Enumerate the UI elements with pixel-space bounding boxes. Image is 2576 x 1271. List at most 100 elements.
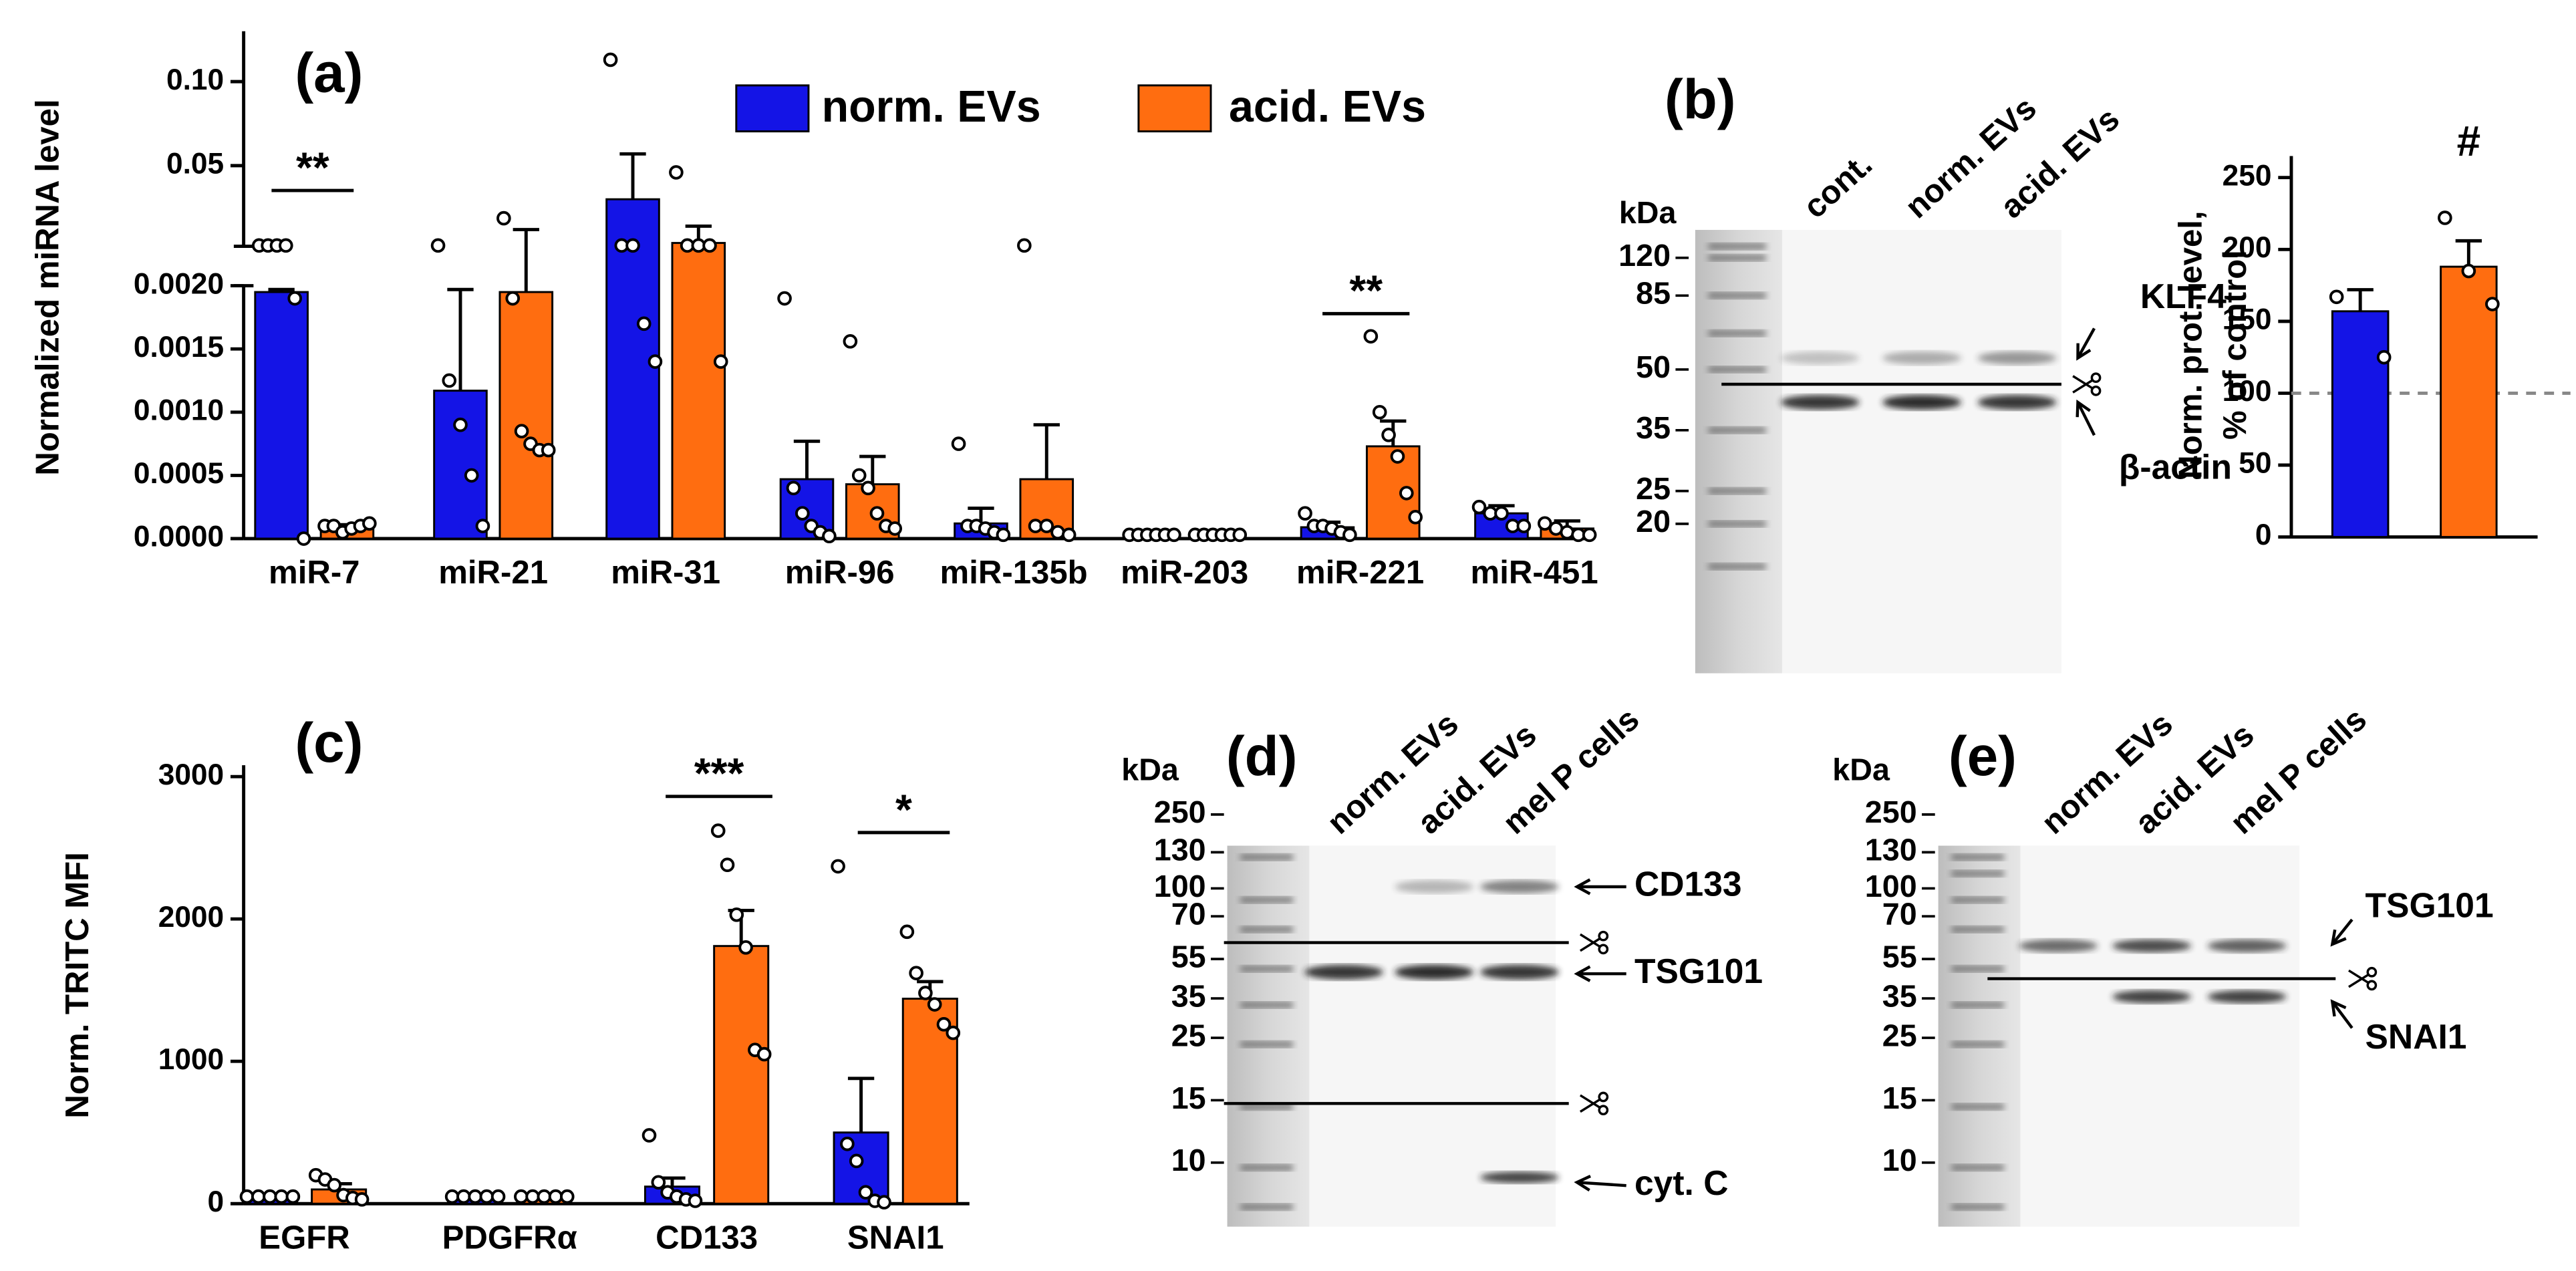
data-point <box>1516 519 1532 533</box>
protein-band <box>2112 990 2192 1004</box>
scissors-blade <box>2072 379 2094 394</box>
scissors-ring <box>2366 980 2378 991</box>
y-axis-label: % of control <box>2217 250 2253 440</box>
data-point <box>559 1189 575 1204</box>
data-point <box>1232 527 1248 543</box>
legend-label: norm. EVs <box>822 82 1041 132</box>
marker-label: 100 <box>1154 869 1206 903</box>
x-tick-label: miR-31 <box>611 555 720 591</box>
data-point <box>951 436 966 451</box>
data-point <box>1167 527 1181 543</box>
marker-label: 250 <box>1865 795 1917 829</box>
x-tick-label: miR-221 <box>1296 555 1424 591</box>
data-point <box>1381 428 1396 442</box>
panel-label: (a) <box>295 41 363 104</box>
bar <box>2440 265 2498 539</box>
data-point <box>490 1189 506 1204</box>
x-tick-label: SNAI1 <box>847 1220 944 1256</box>
data-point <box>887 521 903 536</box>
protein-band <box>2207 939 2287 953</box>
scissors-blade <box>1579 933 1601 948</box>
data-point <box>1342 527 1357 543</box>
blot-ladder-lane <box>1938 845 2021 1227</box>
protein-band <box>1480 880 1559 893</box>
arrow-shaft <box>2331 918 2353 946</box>
lane-label: cont. <box>1797 146 1879 226</box>
data-point <box>946 1025 961 1040</box>
ladder-band <box>1240 853 1293 861</box>
x-tick-label: miR-7 <box>269 555 360 591</box>
panel-label: (d) <box>1226 724 1298 787</box>
x-tick-label: EGFR <box>259 1220 349 1256</box>
error-bar <box>859 454 886 484</box>
marker-label: 50 <box>1636 349 1671 384</box>
data-point <box>239 1189 255 1204</box>
data-point <box>858 1185 873 1200</box>
scissors-ring <box>1598 1091 1609 1103</box>
data-point <box>688 1193 703 1208</box>
protein-band <box>1882 351 1962 365</box>
arrow-head <box>1574 1175 1591 1192</box>
data-point <box>909 966 923 980</box>
data-point <box>2329 289 2344 305</box>
significance-label: ** <box>1349 267 1383 315</box>
data-point <box>1538 516 1552 531</box>
y-tick-label: 0 <box>208 1185 225 1218</box>
data-point <box>713 354 728 369</box>
y-tick-label: 0.05 <box>166 148 224 180</box>
marker-label: 20 <box>1636 504 1671 539</box>
data-point <box>525 1189 540 1204</box>
legend-swatch <box>1137 84 1212 133</box>
arrow-head <box>1574 965 1591 982</box>
data-point <box>1363 329 1379 344</box>
error-bar <box>847 1077 875 1133</box>
blot-membrane <box>1782 230 2061 674</box>
protein-band <box>2112 939 2192 953</box>
scissors-blade <box>1579 937 1601 952</box>
x-tick-label: miR-96 <box>785 555 895 591</box>
target-label: SNAI1 <box>2366 1017 2467 1056</box>
y-tick-label: 2000 <box>158 901 224 934</box>
y-tick-label: 3000 <box>158 758 224 791</box>
marker-label: 35 <box>1882 978 1917 1013</box>
arrow-head <box>2076 399 2091 418</box>
data-point <box>927 997 942 1012</box>
marker-label: 10 <box>1882 1143 1917 1177</box>
data-point <box>1372 404 1387 420</box>
error-bar <box>2455 239 2482 267</box>
data-point <box>729 907 744 922</box>
ladder-band <box>1708 520 1766 527</box>
data-point <box>430 238 446 253</box>
bar <box>2331 310 2390 539</box>
protein-band <box>1780 394 1860 410</box>
data-point <box>702 238 717 253</box>
panel-label: (b) <box>1665 67 1736 130</box>
ladder-band <box>1240 1103 1293 1111</box>
data-point <box>442 373 457 388</box>
marker-label: 25 <box>1636 471 1671 506</box>
data-point <box>918 986 933 1000</box>
data-point <box>1017 238 1032 253</box>
data-point <box>2461 263 2476 279</box>
blot-ladder-lane <box>1227 845 1310 1227</box>
data-point <box>869 506 885 521</box>
x-tick-label: miR-203 <box>1121 555 1248 591</box>
scissors-ring <box>1598 944 1609 955</box>
target-label: TSG101 <box>2366 886 2494 925</box>
ladder-band <box>1708 563 1766 570</box>
ladder-band <box>1951 853 2004 861</box>
arrow-head <box>2076 343 2092 361</box>
kda-label: kDa <box>1121 752 1179 787</box>
significance-label: * <box>895 785 912 833</box>
protein-band <box>1480 964 1559 980</box>
target-label: TSG101 <box>1634 952 1763 990</box>
ladder-band <box>1708 243 1766 250</box>
ladder-band <box>1708 426 1766 434</box>
data-point <box>641 1128 657 1143</box>
data-point <box>1471 499 1487 515</box>
ladder-band <box>1240 965 1293 972</box>
scissors-blade <box>1579 1094 1601 1109</box>
marker-label: 55 <box>1882 939 1917 974</box>
blot-ladder-lane <box>1695 230 1783 674</box>
scissors-blade <box>2348 969 2370 984</box>
